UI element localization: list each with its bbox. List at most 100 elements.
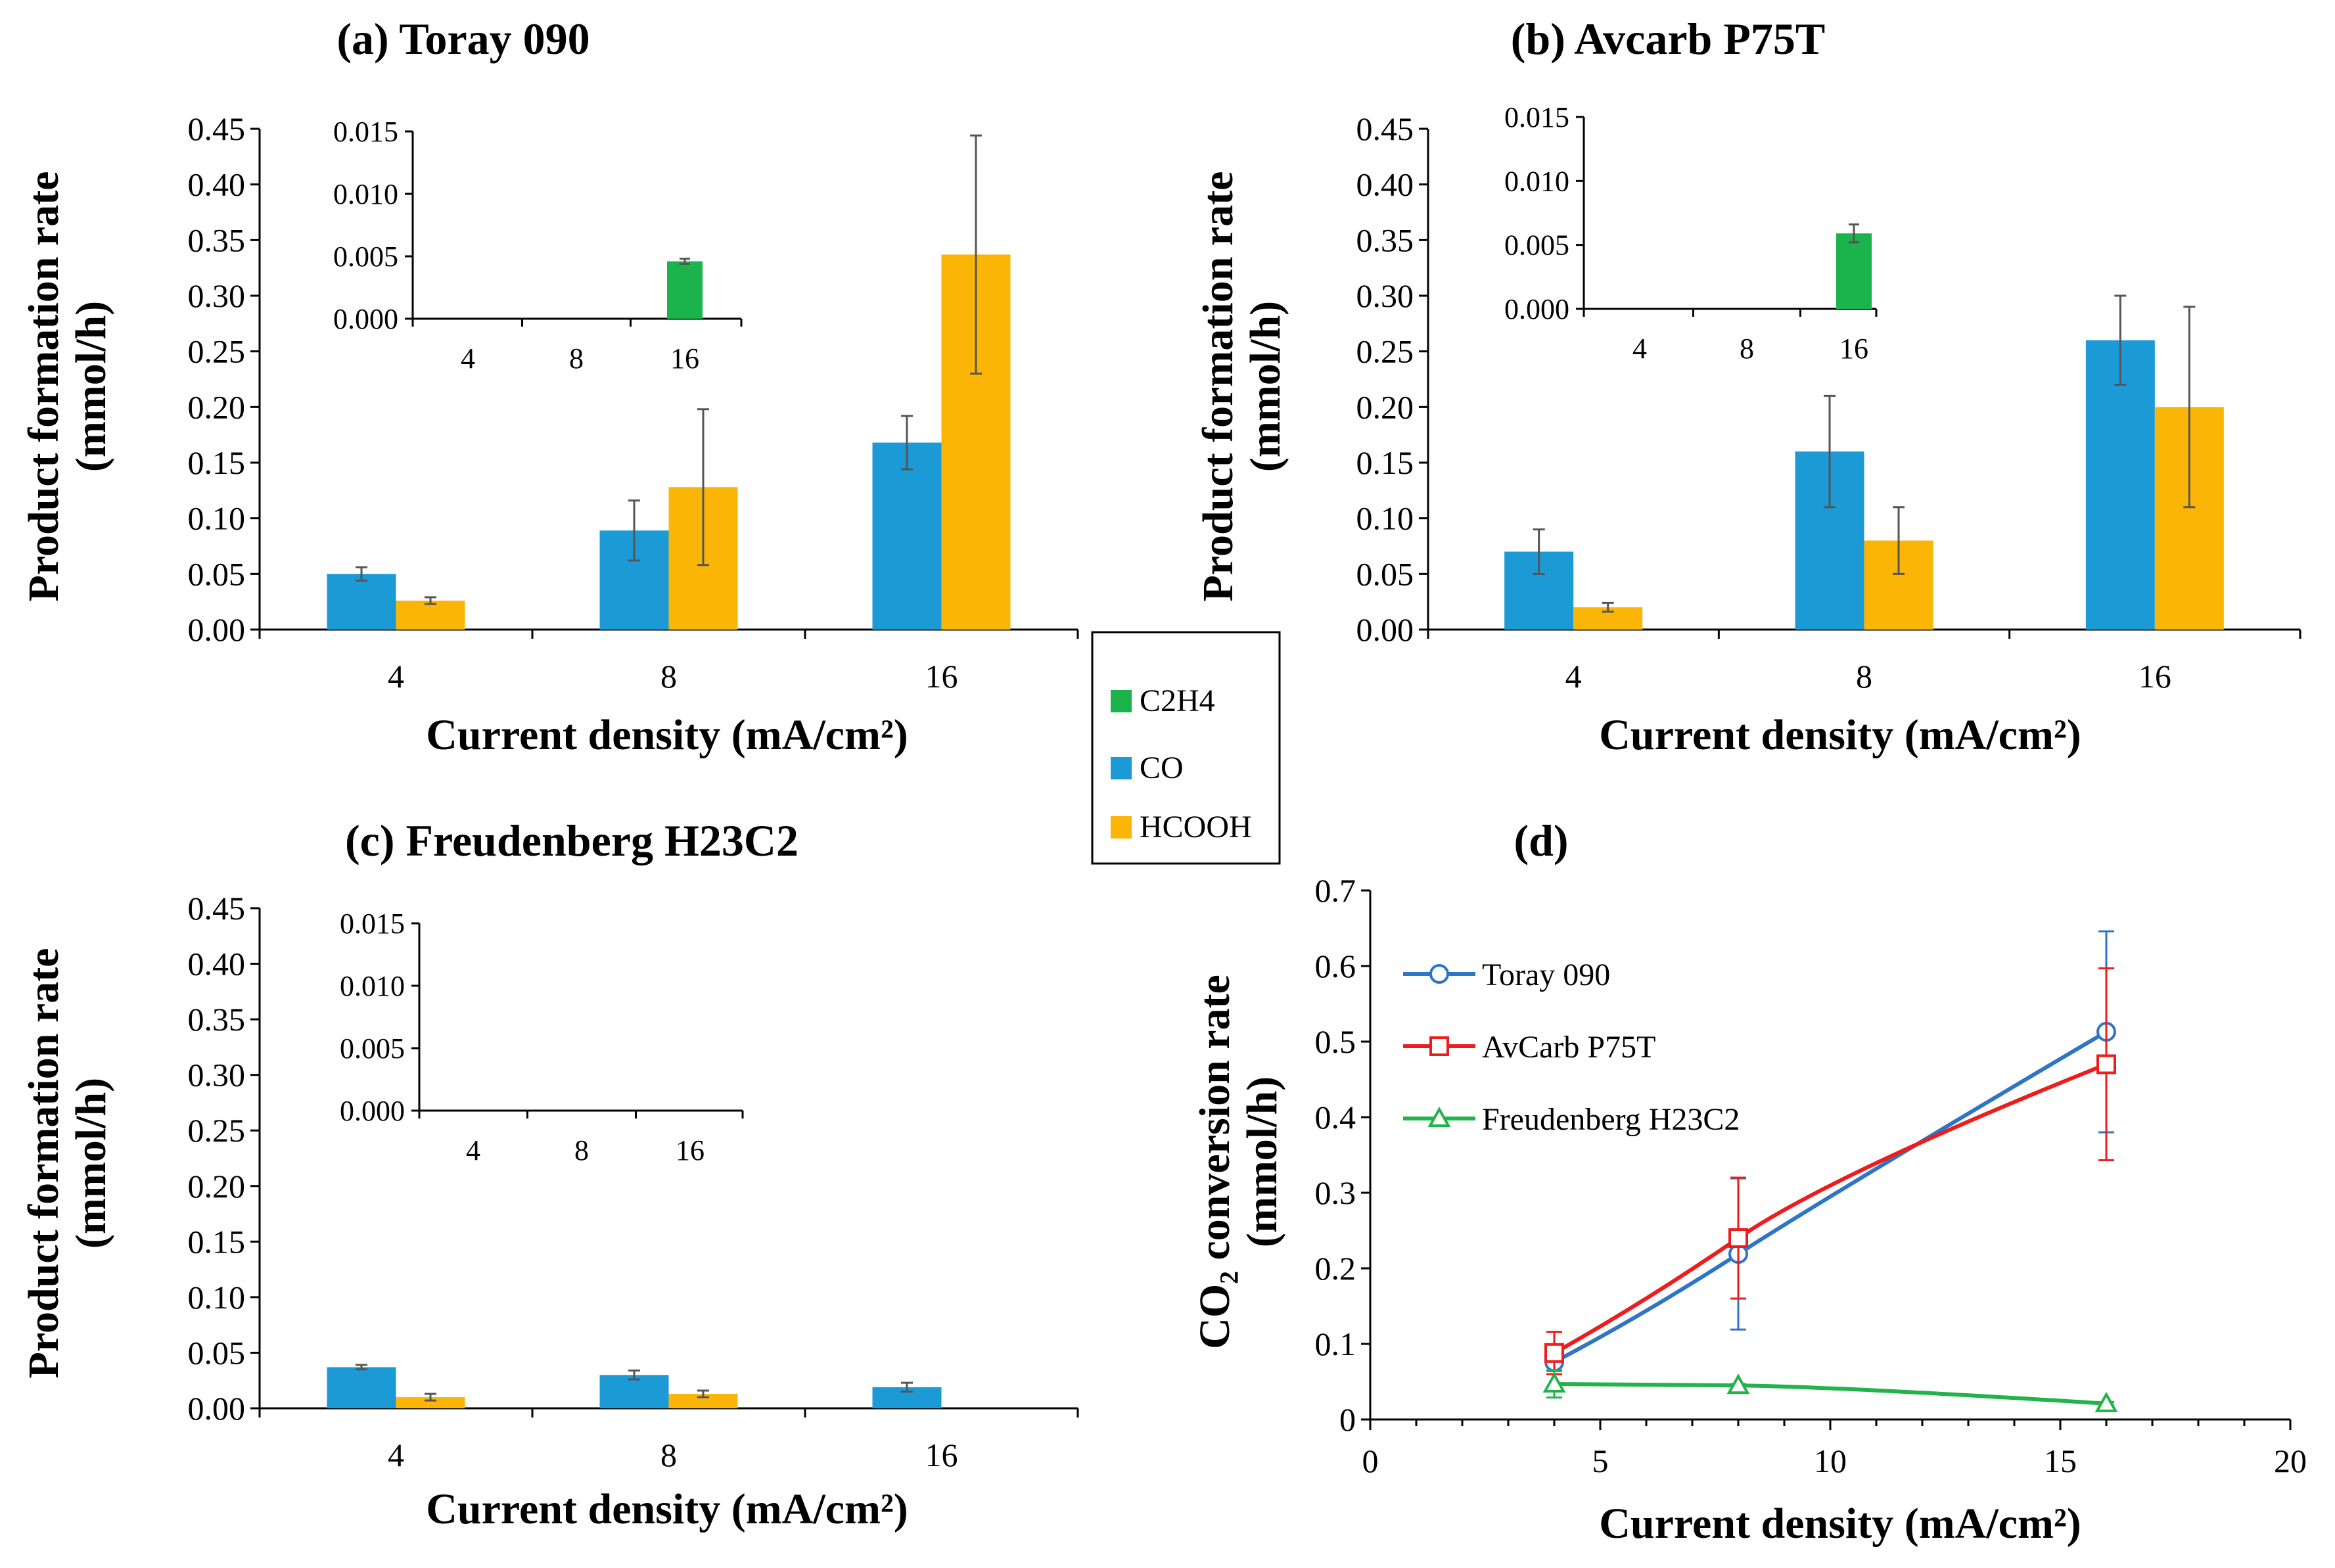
inset-y-tick-label: 0.000 (1504, 293, 1569, 325)
legend-swatch-hcooh (1111, 816, 1132, 839)
panel-d-chart: (d) CO₂ conversion rate (mmol/h) Current… (1191, 816, 2307, 1548)
inset-y-tick-label: 0.010 (1504, 165, 1569, 197)
freudenberg-h23c2-point (1542, 1372, 1566, 1393)
panel-a-inset: 0.000 0.005 0.010 0.015 4 8 16 (333, 116, 743, 375)
x-tick-label: 5 (1592, 1442, 1609, 1479)
y-tick-label: 0.20 (188, 388, 246, 425)
inset-y-tick-label: 0.005 (340, 1032, 405, 1065)
y-tick-label: 0.00 (188, 1390, 246, 1427)
inset-bar-c2h4-16 (1836, 233, 1872, 309)
panel-d-x-ticks: 0 5 10 15 20 (1362, 1419, 2307, 1479)
panel-c-bars (327, 1364, 942, 1408)
inset-y-tick-label: 0.015 (333, 116, 398, 148)
y-tick-label: 0.6 (1315, 948, 1356, 984)
y-tick-label: 0.20 (1356, 388, 1414, 425)
panel-a-chart: (a) Toray 090 Product formation rate (mm… (20, 14, 1079, 759)
x-tick-label: 8 (1856, 658, 1872, 695)
panel-b-xlabel: Current density (mA/cm²) (1599, 711, 2081, 759)
panel-c-chart: (c) Freudenberg H23C2 Product formation … (20, 816, 1079, 1533)
y-tick-label: 0.45 (1356, 110, 1414, 147)
y-tick-label: 0.05 (1356, 555, 1414, 592)
panel-a-ylabel-line2: (mmol/h) (67, 301, 115, 472)
legend-swatch-c2h4 (1111, 690, 1132, 712)
y-tick-label: 0.40 (1356, 166, 1414, 203)
inset-x-tick-label: 4 (1632, 333, 1647, 365)
panel-c-y-ticks: 0.00 0.05 0.10 0.15 0.20 0.25 0.30 0.35 0.40 0.45 (188, 890, 1078, 1427)
inset-x-tick-label: 8 (569, 342, 584, 375)
inset-y-tick-label: 0.005 (333, 241, 398, 273)
y-tick-label: 0.15 (1356, 444, 1414, 481)
inset-x-tick-label: 4 (461, 342, 475, 375)
avcarb-p75t-series-line (1553, 1062, 2108, 1355)
panel-c-title: (c) Freudenberg H23C2 (345, 816, 798, 865)
legend-label-toray-090: Toray 090 (1482, 957, 1610, 992)
inset-x-tick-label: 4 (466, 1134, 480, 1166)
legend-label-freudenberg-h23c2: Freudenberg H23C2 (1482, 1102, 1740, 1137)
x-tick-label: 16 (925, 658, 958, 695)
y-tick-label: 0.00 (1356, 611, 1414, 648)
panel-d-legend: Toray 090 AvCarb P75T Freudenberg H23C2 (1403, 957, 1740, 1137)
inset-x-tick-label: 16 (676, 1134, 705, 1166)
panel-d-y-ticks: 0 0.1 0.2 0.3 0.4 0.5 0.6 0.7 (1315, 872, 2290, 1438)
panel-c-ylabel-line2: (mmol/h) (67, 1078, 115, 1249)
y-tick-label: 0.20 (188, 1168, 246, 1205)
panel-a-bars (327, 134, 1011, 630)
panel-b-x-ticks: 4 8 16 (1427, 630, 2301, 695)
x-tick-label: 8 (660, 658, 677, 695)
legend-label-avcarb-p75t: AvCarb P75T (1482, 1030, 1655, 1065)
y-tick-label: 0.25 (188, 333, 246, 370)
bar-hcooh-4 (396, 600, 465, 630)
inset-y-tick-label: 0.010 (333, 178, 398, 210)
y-tick-label: 0.25 (1356, 333, 1414, 370)
x-tick-label: 16 (925, 1437, 958, 1473)
panel-b-ylabel-line1: Product formation rate (1194, 172, 1242, 602)
y-tick-label: 0.7 (1315, 872, 1356, 909)
y-tick-label: 0.15 (188, 444, 246, 481)
inset-bar-c2h4-16 (667, 261, 703, 319)
inset-y-tick-label: 0.015 (340, 908, 405, 940)
x-tick-label: 15 (2044, 1442, 2077, 1479)
x-tick-label: 4 (388, 658, 404, 695)
y-tick-label: 0.10 (188, 1279, 246, 1316)
panel-d-title: (d) (1514, 816, 1568, 865)
legend-marker-avcarb-p75t (1429, 1036, 1449, 1056)
y-tick-label: 0.35 (188, 221, 246, 258)
inset-y-tick-label: 0.005 (1504, 229, 1569, 262)
y-tick-label: 0.1 (1315, 1326, 1356, 1362)
y-tick-label: 0.40 (188, 166, 246, 203)
toray-090-series-line (1553, 1030, 2108, 1364)
y-tick-label: 0.45 (188, 890, 246, 927)
bar-co-4 (327, 1367, 396, 1408)
inset-y-tick-label: 0.015 (1504, 101, 1569, 133)
x-tick-label: 16 (2138, 658, 2171, 695)
panel-d-ylabel-line1: CO₂ conversion rate (1191, 975, 1239, 1349)
panel-a-xlabel: Current density (mA/cm²) (426, 711, 908, 759)
bar-co-16 (872, 442, 942, 630)
bar-co-4 (327, 574, 396, 630)
panel-d-xlabel: Current density (mA/cm²) (1599, 1500, 2081, 1548)
panel-c-ylabel-line1: Product formation rate (20, 948, 68, 1379)
inset-x-tick-label: 16 (1839, 333, 1868, 365)
panel-c-inset: 0.000 0.005 0.010 0.015 4 8 16 (340, 908, 744, 1166)
freudenberg-h23c2-point (1726, 1373, 1750, 1395)
inset-y-tick-label: 0.000 (333, 303, 398, 335)
legend-marker-freudenberg-h23c2 (1427, 1106, 1451, 1127)
y-tick-label: 0.10 (188, 500, 246, 537)
bar-hcooh-4 (396, 1397, 465, 1408)
x-tick-label: 4 (1565, 658, 1582, 695)
y-tick-label: 0.25 (188, 1112, 246, 1149)
legend-label-hcooh: HCOOH (1140, 810, 1252, 844)
y-tick-label: 0.05 (188, 555, 246, 592)
legend-label-co: CO (1140, 750, 1184, 785)
y-tick-label: 0.05 (188, 1334, 246, 1371)
y-tick-label: 0.3 (1315, 1174, 1356, 1211)
inset-x-tick-label: 8 (1740, 333, 1754, 365)
panel-c-xlabel: Current density (mA/cm²) (426, 1485, 908, 1533)
y-tick-label: 0.30 (188, 277, 246, 314)
freudenberg-h23c2-point (2094, 1391, 2118, 1412)
y-tick-label: 0.45 (188, 110, 246, 147)
inset-y-tick-label: 0.010 (340, 970, 405, 1002)
y-tick-label: 0.15 (188, 1223, 246, 1260)
inset-y-tick-label: 0.000 (340, 1095, 405, 1127)
